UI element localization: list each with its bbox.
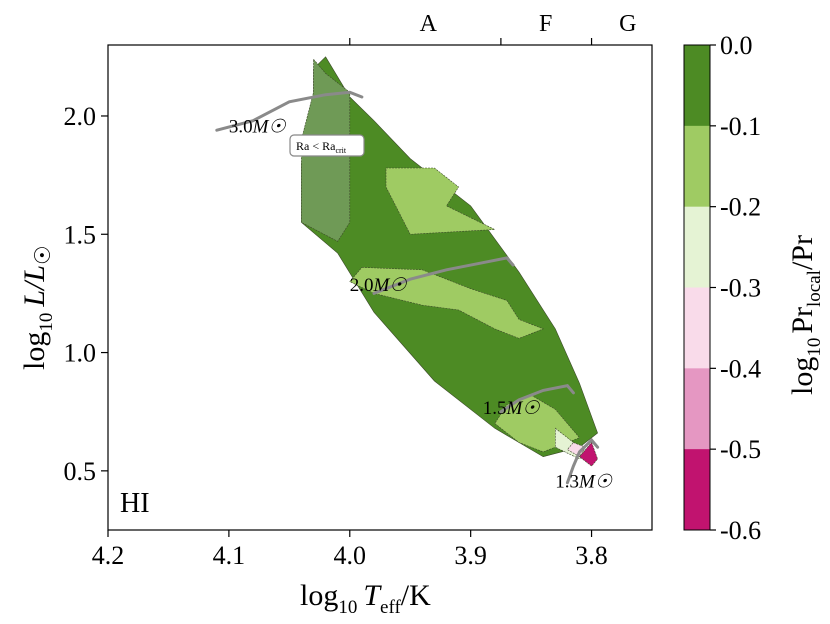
colorbar-tick-label: -0.3 [720, 274, 761, 303]
track-label-1.3: 1.3M☉ [555, 471, 613, 492]
colorbar-tick-label: -0.5 [720, 435, 761, 464]
colorbar-label: log10Prlocal/Pr [786, 235, 825, 395]
y-tick-label: 1.0 [64, 339, 97, 368]
track-line-2.0 [372, 256, 515, 295]
x-tick-label: 4.2 [92, 541, 125, 570]
ra-crit-annotation: Ra < Racrit [289, 134, 365, 157]
colorbar-tick-label: -0.2 [720, 193, 761, 222]
colorbar-segment-0 [684, 45, 710, 127]
x-tick-label: 3.9 [454, 541, 487, 570]
track-label-3.0: 3.0M☉ [229, 117, 287, 138]
spectral-type-label-G: G [619, 11, 636, 37]
track-line-1.3 [565, 437, 600, 485]
colorbar-tick-label: -0.6 [720, 516, 761, 545]
track-line-1.5 [499, 384, 575, 414]
colorbar-segment-1 [684, 125, 710, 208]
y-tick-label: 1.5 [64, 220, 97, 249]
track-label-2.0: 2.0M☉ [350, 275, 408, 296]
spectral-type-label-F: F [539, 11, 552, 37]
colorbar-segment-2 [684, 206, 710, 288]
panel-label: HI [120, 488, 150, 519]
track-label-1.5: 1.5M☉ [483, 398, 541, 419]
x-tick-label: 4.1 [213, 541, 246, 570]
y-tick-label: 0.5 [64, 457, 97, 486]
track-line-3.0 [215, 90, 364, 132]
colorbar-tick-label: -0.4 [720, 354, 761, 383]
colorbar-tick-label: 0.0 [720, 31, 753, 60]
colorbar-segment-5 [684, 449, 710, 531]
x-tick-label: 3.8 [575, 541, 608, 570]
spectral-type-label-A: A [420, 11, 438, 37]
svg-text:Ra < Racrit: Ra < Racrit [296, 139, 347, 155]
contour-region-2 [385, 167, 496, 235]
y-axis-label: log10L/L☉ [18, 245, 57, 370]
colorbar-tick-label: -0.1 [720, 112, 761, 141]
colorbar-segment-3 [684, 287, 710, 369]
y-tick-label: 2.0 [64, 102, 97, 131]
x-axis-label: log10 Teff/K [300, 579, 431, 618]
colorbar-segment-4 [684, 368, 710, 450]
x-tick-label: 4.0 [334, 541, 367, 570]
plot-area [107, 44, 653, 531]
contour-region-7 [579, 441, 598, 467]
